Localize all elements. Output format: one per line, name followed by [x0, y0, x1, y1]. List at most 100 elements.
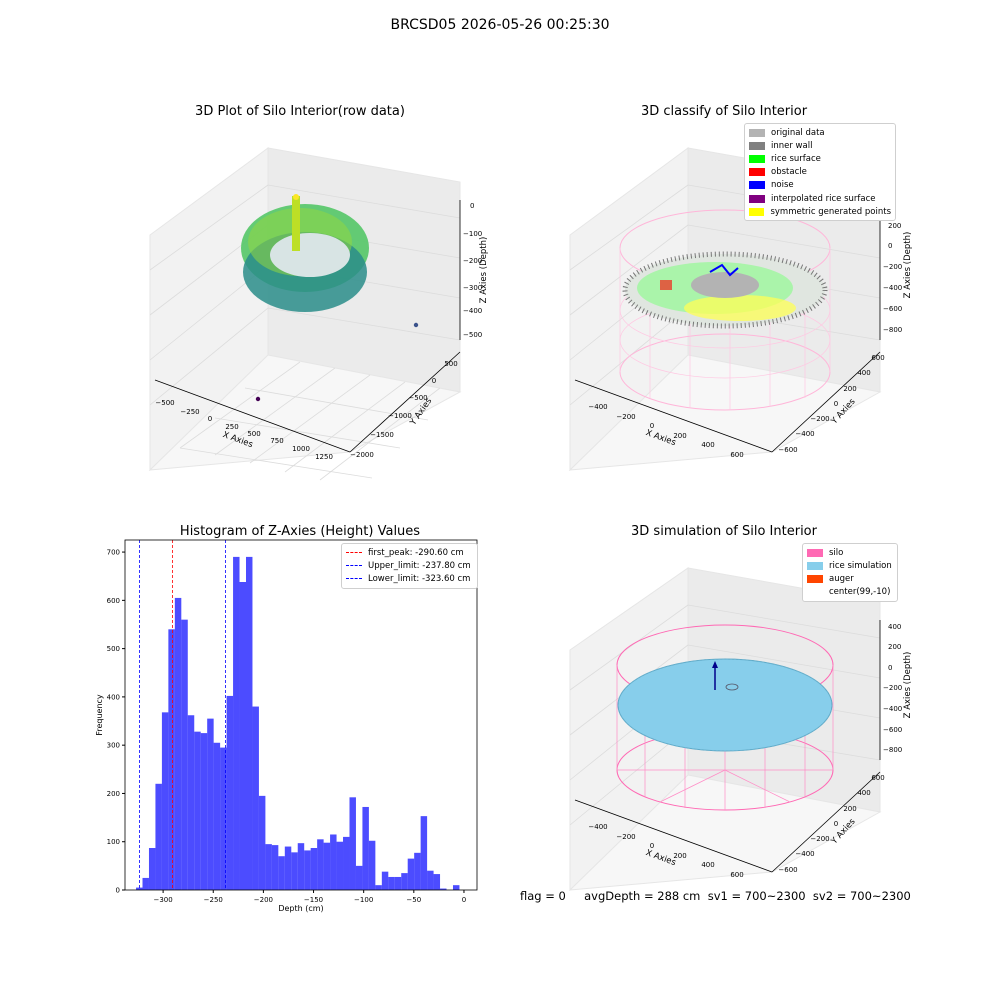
raw-y-tick: −2000: [350, 451, 374, 459]
histogram-bar: [194, 731, 201, 890]
classify-z-tick: −400: [883, 284, 902, 292]
histogram-bar: [291, 852, 298, 890]
simulation-y-tick: 600: [871, 774, 884, 782]
simulation-z-axis-label: Z Axies (Depth): [903, 652, 913, 719]
simulation-z-tick: −600: [883, 726, 902, 734]
legend-swatch: [749, 207, 765, 216]
histogram-bar: [420, 816, 428, 890]
histogram-bar: [187, 715, 195, 890]
x-tick-label: −50: [406, 896, 421, 904]
histogram-bar: [381, 871, 389, 890]
status-line: flag = 0 avgDepth = 288 cm sv1 = 700~230…: [520, 889, 911, 903]
raw-z-tick: −300: [463, 284, 482, 292]
legend-label: original data: [771, 127, 825, 138]
legend-swatch: [749, 194, 765, 203]
x-tick-label: −300: [153, 896, 172, 904]
legend-label: rice simulation: [829, 560, 892, 571]
classify-x-tick: 0: [650, 422, 654, 430]
legend-line: [346, 552, 362, 554]
histogram-bar: [168, 629, 175, 890]
raw-z-tick: 0: [470, 202, 474, 210]
histogram-x-axis-label: Depth (cm): [278, 904, 323, 913]
classify-y-tick: −200: [810, 415, 829, 423]
legend-label: silo: [829, 547, 844, 558]
histogram-title: Histogram of Z-Axies (Height) Values: [179, 524, 421, 539]
y-tick-label: 700: [107, 549, 120, 557]
histogram-bar: [265, 844, 272, 890]
histogram-bar: [368, 840, 376, 890]
histogram-bar: [433, 874, 441, 890]
legend-label: rice surface: [771, 153, 821, 164]
legend-item: obstacle: [749, 166, 891, 179]
raw-z-tick: −500: [463, 331, 482, 339]
y-tick-label: 300: [107, 742, 120, 750]
simulation-y-tick: −200: [810, 835, 829, 843]
y-tick-label: 200: [107, 790, 120, 798]
raw-y-tick: −1500: [370, 431, 394, 439]
legend-item: first_peak: -290.60 cm: [346, 546, 473, 559]
raw-z-tick: −200: [463, 257, 482, 265]
histogram-bar: [207, 718, 214, 890]
legend-item: original data: [749, 126, 891, 139]
raw-x-tick: −250: [180, 408, 199, 416]
legend-line: [346, 578, 362, 580]
legend-item: rice simulation: [807, 559, 893, 572]
histogram-bar: [375, 885, 382, 890]
classify-z-tick: 0: [888, 242, 892, 250]
legend-item: Upper_limit: -237.80 cm: [346, 559, 473, 572]
legend-swatch: [807, 561, 823, 570]
histogram-bar: [271, 845, 279, 890]
simulation-z-tick: −200: [883, 684, 902, 692]
y-tick-label: 500: [107, 645, 120, 653]
histogram-bar: [258, 795, 266, 890]
raw-x-tick: 1250: [315, 453, 333, 461]
simulation-z-tick: 400: [888, 623, 901, 631]
classify-z-tick: −800: [883, 326, 902, 334]
classify-y-tick: −400: [795, 430, 814, 438]
simulation-z-tick: 0: [888, 664, 892, 672]
raw-z-tick: −400: [463, 307, 482, 315]
legend-label: center(99,-10): [829, 587, 891, 598]
classify-x-tick: −400: [588, 403, 607, 411]
simulation-x-tick: 600: [730, 871, 743, 879]
y-tick-label: 600: [107, 597, 120, 605]
histogram-bar: [233, 556, 240, 890]
legend-label: Upper_limit: -237.80 cm: [368, 560, 471, 571]
simulation-legend: silo rice simulation auger center(99,-10…: [802, 543, 898, 602]
histogram-bar: [310, 848, 318, 890]
histogram-bar: [414, 852, 421, 890]
histogram-bar: [304, 850, 311, 890]
legend-item: rice surface: [749, 152, 891, 165]
simulation-x-tick: −400: [588, 823, 607, 831]
histogram-bar: [407, 858, 415, 890]
histogram-bar: [181, 619, 188, 890]
histogram-bar: [239, 582, 246, 890]
raw-z-tick: −100: [463, 230, 482, 238]
histogram-bar: [394, 876, 402, 890]
histogram-bar: [213, 742, 221, 890]
classify-3d-plot: −400 −200 0 200 400 600 600 400 200 0 −2…: [568, 147, 913, 472]
legend-item: inner wall: [749, 139, 891, 152]
histogram-bar: [252, 706, 259, 890]
histogram-bar: [148, 848, 156, 890]
legend-item: Lower_limit: -323.60 cm: [346, 572, 473, 585]
raw-y-tick: −1000: [388, 412, 412, 420]
x-tick-label: −100: [354, 896, 373, 904]
simulation-y-tick: 400: [857, 789, 870, 797]
x-tick-label: 0: [462, 896, 466, 904]
histogram-bar: [343, 836, 350, 890]
legend-label: auger: [829, 573, 854, 584]
simulation-plot-title: 3D simulation of Silo Interior: [631, 524, 817, 539]
simulation-x-tick: 400: [701, 861, 714, 869]
classify-y-tick: 0: [834, 400, 838, 408]
simulation-y-tick: 200: [843, 805, 856, 813]
legend-swatch: [807, 548, 823, 557]
histogram-frame: [124, 539, 478, 891]
raw-x-tick: 0: [208, 415, 212, 423]
histogram-bar: [278, 856, 285, 890]
simulation-x-tick: 0: [650, 842, 654, 850]
simulation-y-tick: −600: [778, 866, 797, 874]
histogram-bar: [226, 695, 234, 890]
histogram-bar: [323, 842, 331, 890]
x-tick-label: −200: [254, 896, 273, 904]
